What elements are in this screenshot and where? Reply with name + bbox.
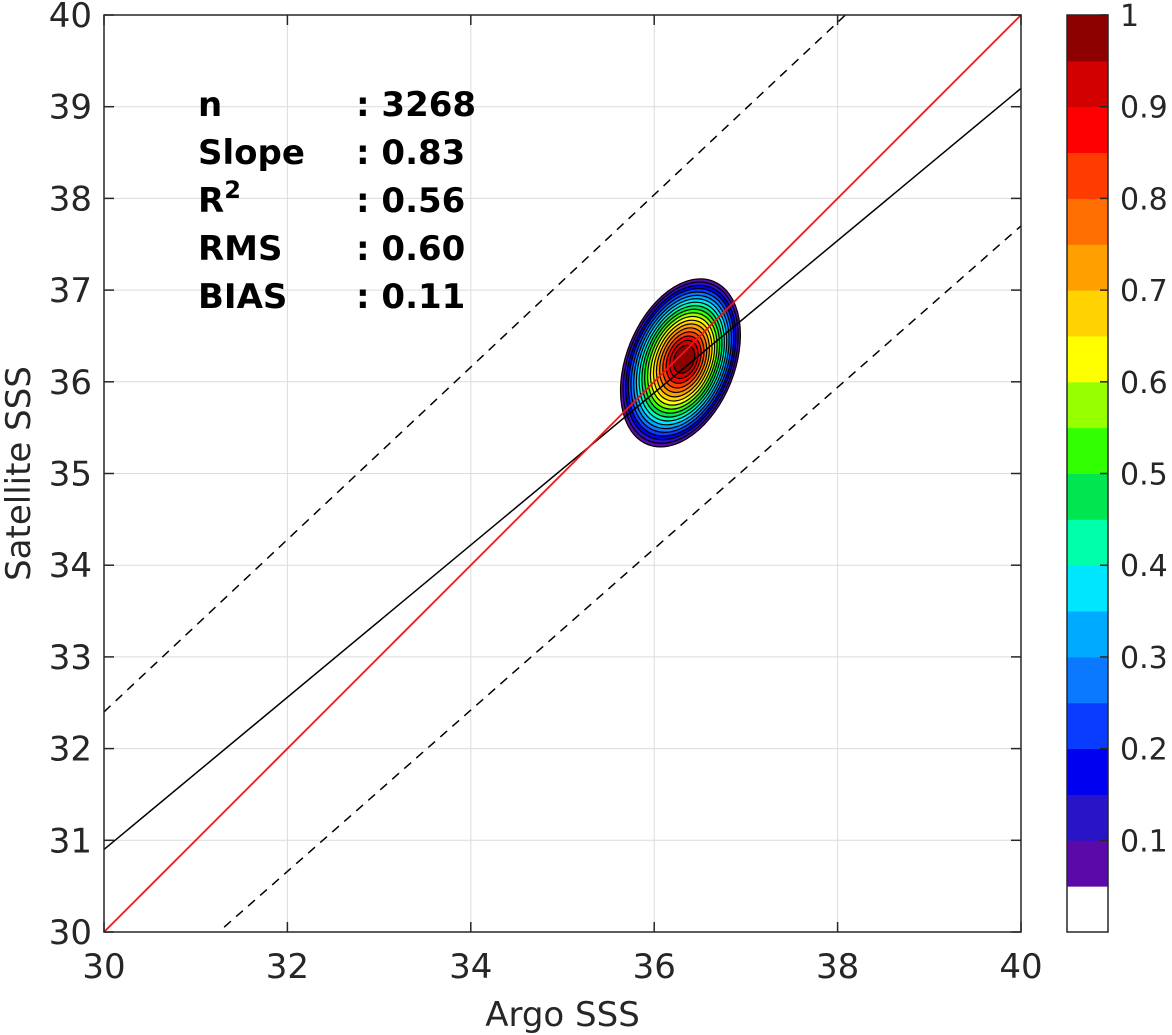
colorbar-tick-label: 0.8 [1120, 182, 1168, 217]
y-tick-label: 34 [49, 546, 92, 586]
stats-annotation: n : 3268 Slope : 0.83 R2 : 0.56 RMS : 0.60 BIAS:… [198, 85, 476, 317]
x-tick-label: 32 [266, 947, 309, 987]
x-tick-label: 34 [449, 947, 492, 987]
y-tick-label: 40 [49, 0, 92, 36]
y-tick-label: 38 [49, 179, 92, 219]
colorbar-swatch [1067, 152, 1108, 199]
colorbar-swatch [1067, 748, 1108, 795]
colorbar-tick-label: 1 [1120, 0, 1139, 34]
axis-ticks: 30 32 34 36 38 40 30 31 32 33 34 35 36 37 38 39 40 [49, 0, 1043, 987]
stat-superscript: 2 [224, 176, 241, 204]
colorbar-swatch [1067, 473, 1108, 520]
y-tick-label: 31 [49, 821, 92, 861]
y-tick-label: 37 [49, 271, 92, 311]
colorbar-swatch [1067, 15, 1108, 62]
colorbar-swatch [1067, 290, 1108, 337]
colorbar-tick-label: 0.9 [1120, 91, 1168, 126]
stat-label: Slope [198, 133, 305, 173]
colorbar: 0.1 0.2 0.3 0.4 0.5 0.6 0.7 0.8 0.9 1 [1066, 0, 1168, 933]
colorbar-tick-label: 0.1 [1120, 824, 1168, 859]
colorbar-swatch [1067, 702, 1108, 750]
colorbar-tick-label: 0.4 [1120, 549, 1168, 584]
lower-bound-line [217, 225, 1021, 932]
colorbar-swatch [1067, 794, 1108, 841]
colorbar-swatch [1067, 198, 1108, 245]
colorbar-swatch [1067, 886, 1108, 933]
y-axis-label: Satellite SSS [0, 366, 39, 581]
y-tick-label: 32 [49, 730, 92, 770]
stat-value: : 3268 [356, 85, 476, 125]
y-tick-label: 30 [49, 913, 92, 953]
x-tick-label: 36 [633, 947, 676, 987]
colorbar-tick-label: 0.2 [1120, 733, 1168, 768]
stat-value: : 0.56 [356, 181, 465, 221]
upper-bound-line [104, 15, 847, 713]
stat-label: R2 [198, 176, 241, 221]
density-contours [619, 278, 742, 448]
colorbar-tick-label: 0.6 [1120, 366, 1168, 401]
colorbar-tick-label: 0.7 [1120, 274, 1168, 309]
colorbar-swatch [1067, 611, 1108, 658]
colorbar-swatch [1067, 656, 1108, 704]
y-tick-label: 36 [49, 363, 92, 403]
stat-value: : 0.60 [356, 229, 465, 269]
reference-lines [104, 15, 1021, 932]
y-tick-label: 39 [49, 88, 92, 128]
stat-label: RMS [198, 229, 283, 269]
stat-label: BIAS [198, 277, 287, 317]
colorbar-swatch [1067, 427, 1108, 474]
one-to-one-line [104, 15, 1021, 932]
colorbar-swatch [1067, 335, 1108, 383]
stat-value: : 0.83 [356, 133, 465, 173]
x-tick-label: 38 [816, 947, 859, 987]
colorbar-tick-label: 0.3 [1120, 641, 1168, 676]
colorbar-swatch [1067, 840, 1108, 887]
x-tick-label: 30 [82, 947, 125, 987]
y-tick-label: 35 [49, 455, 92, 495]
colorbar-swatch [1067, 381, 1108, 429]
colorbar-swatch [1067, 106, 1108, 154]
stat-label: n [198, 85, 222, 125]
stat-value: : 0.11 [356, 277, 465, 317]
x-tick-label: 40 [999, 947, 1042, 987]
colorbar-swatch [1067, 565, 1108, 612]
colorbar-swatch [1067, 244, 1108, 291]
regression-line [104, 87, 1021, 851]
colorbar-swatch [1067, 519, 1108, 566]
x-axis-label: Argo SSS [485, 995, 640, 1035]
y-tick-label: 33 [49, 638, 92, 678]
colorbar-tick-label: 0.5 [1120, 458, 1168, 493]
colorbar-swatch [1067, 60, 1108, 108]
